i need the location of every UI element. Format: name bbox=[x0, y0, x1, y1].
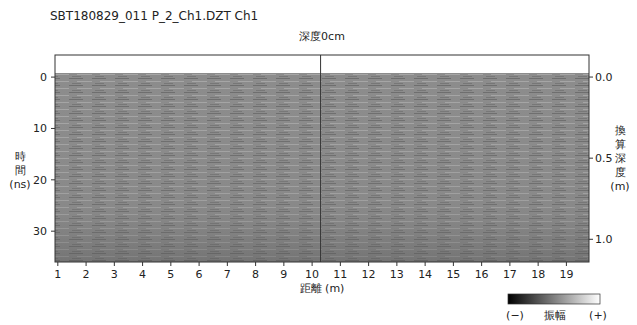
x-tick bbox=[227, 262, 228, 266]
marker-line bbox=[320, 73, 321, 262]
x-tick-label: 16 bbox=[475, 268, 489, 281]
x-tick bbox=[509, 262, 510, 266]
y-tick-label: 0 bbox=[40, 71, 47, 84]
x-tick-label: 2 bbox=[83, 268, 90, 281]
header-strip bbox=[55, 55, 589, 73]
y-tick bbox=[51, 77, 55, 78]
x-tick bbox=[142, 262, 143, 266]
label-part: 間 bbox=[15, 164, 26, 177]
y2-tick bbox=[589, 77, 593, 78]
colorbar-max: (+) bbox=[589, 309, 607, 322]
y2-tick bbox=[589, 158, 593, 159]
x-tick bbox=[340, 262, 341, 266]
y-axis-label: 時間(ns) bbox=[9, 150, 30, 191]
label-part: 時 bbox=[15, 150, 26, 163]
y2-tick-label: 0.0 bbox=[595, 71, 613, 84]
x-tick bbox=[114, 262, 115, 266]
y2-tick bbox=[589, 239, 593, 240]
y-tick-label: 20 bbox=[33, 174, 47, 187]
x-tick bbox=[396, 262, 397, 266]
x-tick bbox=[566, 262, 567, 266]
x-tick-label: 18 bbox=[531, 268, 545, 281]
x-tick bbox=[86, 262, 87, 266]
x-tick-label: 19 bbox=[559, 268, 573, 281]
x-tick-label: 1 bbox=[54, 268, 61, 281]
y-tick bbox=[51, 179, 55, 180]
x-tick-label: 15 bbox=[446, 268, 460, 281]
x-tick bbox=[170, 262, 171, 266]
x-tick bbox=[425, 262, 426, 266]
radargram-image bbox=[55, 73, 589, 262]
x-tick bbox=[255, 262, 256, 266]
x-tick-label: 13 bbox=[390, 268, 404, 281]
y2-tick-label: 1.0 bbox=[595, 233, 613, 246]
marker-line-top bbox=[320, 55, 321, 73]
x-tick bbox=[453, 262, 454, 266]
plot-area bbox=[55, 73, 589, 262]
x-tick-label: 4 bbox=[139, 268, 146, 281]
x-tick-label: 11 bbox=[333, 268, 347, 281]
label-part: 度 bbox=[615, 166, 626, 179]
subtitle: 深度0cm bbox=[299, 30, 345, 43]
x-tick-label: 5 bbox=[167, 268, 174, 281]
x-tick-label: 8 bbox=[252, 268, 259, 281]
x-tick bbox=[312, 262, 313, 266]
title: SBT180829_011 P_2_Ch1.DZT Ch1 bbox=[50, 9, 258, 23]
x-tick bbox=[283, 262, 284, 266]
x-tick-label: 3 bbox=[111, 268, 118, 281]
frame bbox=[55, 55, 589, 262]
x-tick-label: 6 bbox=[196, 268, 203, 281]
y-tick-label: 10 bbox=[33, 122, 47, 135]
x-tick bbox=[57, 262, 58, 266]
x-tick-label: 9 bbox=[280, 268, 287, 281]
x-axis-label: 距離 (m) bbox=[300, 282, 345, 295]
y-tick bbox=[51, 231, 55, 232]
y2-tick-label: 0.5 bbox=[595, 152, 613, 165]
label-part: (ns) bbox=[9, 178, 30, 191]
x-tick-label: 14 bbox=[418, 268, 432, 281]
x-tick-label: 12 bbox=[362, 268, 376, 281]
colorbar bbox=[508, 294, 600, 304]
x-tick bbox=[481, 262, 482, 266]
x-tick bbox=[538, 262, 539, 266]
x-tick-label: 7 bbox=[224, 268, 231, 281]
x-tick bbox=[368, 262, 369, 266]
y-tick bbox=[51, 128, 55, 129]
x-tick-label: 10 bbox=[305, 268, 319, 281]
colorbar-label: 振幅 bbox=[544, 309, 566, 322]
y2-axis-label: 換算深度(m) bbox=[610, 124, 629, 193]
x-tick-label: 17 bbox=[503, 268, 517, 281]
radargram-shade bbox=[55, 73, 589, 262]
label-part: 算 bbox=[615, 138, 626, 151]
x-tick bbox=[199, 262, 200, 266]
colorbar-min: (−) bbox=[506, 309, 524, 322]
y-tick-label: 30 bbox=[33, 225, 47, 238]
label-part: (m) bbox=[610, 180, 629, 193]
label-part: 換 bbox=[615, 124, 626, 137]
label-part: 深 bbox=[615, 152, 626, 165]
